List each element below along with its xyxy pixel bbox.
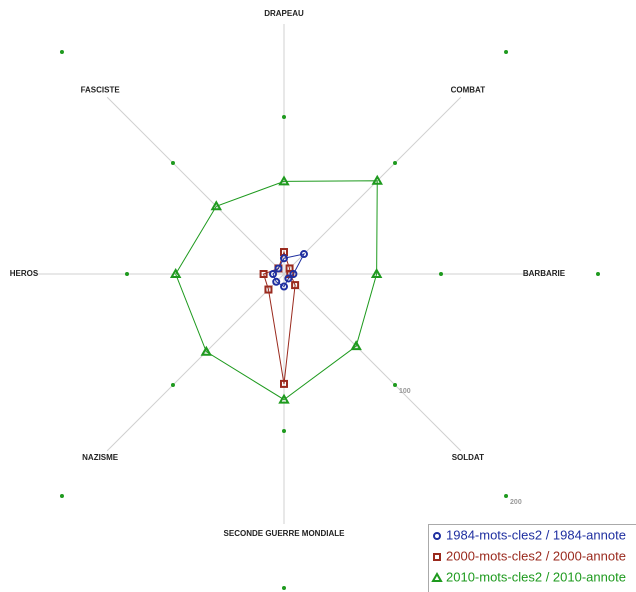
grid-dot bbox=[393, 383, 398, 388]
marker bbox=[433, 553, 441, 561]
series bbox=[169, 174, 383, 404]
marker bbox=[350, 340, 362, 351]
legend: 1984-mots-cles2 / 1984-annote 2000-mots-c… bbox=[428, 524, 636, 592]
axis-label: SECONDE GUERRE MONDIALE bbox=[224, 529, 346, 538]
marker bbox=[278, 175, 290, 186]
marker bbox=[200, 345, 213, 356]
legend-box bbox=[428, 524, 636, 592]
marker bbox=[284, 274, 293, 283]
r-tick-label: 200 bbox=[510, 499, 522, 506]
grid-dot bbox=[393, 160, 398, 165]
grid-dot bbox=[125, 272, 129, 276]
axis-line bbox=[283, 273, 462, 452]
marker bbox=[274, 264, 283, 273]
marker bbox=[433, 532, 441, 540]
marker bbox=[280, 379, 288, 388]
marker bbox=[169, 267, 182, 278]
axis-label: SOLDAT bbox=[452, 453, 484, 462]
marker bbox=[259, 270, 268, 278]
grid-dot bbox=[170, 383, 175, 388]
axis-line bbox=[106, 96, 285, 275]
grid-dot bbox=[59, 494, 64, 499]
r-tick-label: 100 bbox=[399, 388, 411, 395]
marker bbox=[431, 571, 443, 582]
legend-label: 2000-mots-cles2 / 2000-annote bbox=[446, 548, 626, 563]
series bbox=[269, 250, 308, 291]
axis-label: BARBARIE bbox=[523, 269, 566, 278]
axis-label: COMBAT bbox=[451, 85, 486, 94]
axis-label: NAZISME bbox=[82, 453, 119, 462]
grid-dot bbox=[59, 49, 64, 54]
marker bbox=[370, 267, 383, 278]
grid-dot bbox=[504, 49, 509, 54]
marker bbox=[264, 285, 273, 294]
axis-line bbox=[106, 273, 285, 452]
marker bbox=[278, 393, 290, 404]
grid-dot bbox=[596, 272, 600, 276]
grid-dot bbox=[504, 494, 509, 499]
series-line bbox=[175, 180, 378, 401]
marker bbox=[269, 270, 278, 278]
grid-dot bbox=[170, 160, 175, 165]
marker bbox=[280, 282, 288, 291]
marker bbox=[272, 277, 281, 286]
grid-dot bbox=[282, 115, 286, 119]
marker bbox=[291, 281, 300, 290]
marker bbox=[299, 250, 308, 259]
axis-label: DRAPEAU bbox=[264, 9, 304, 18]
grid-dot bbox=[282, 429, 286, 433]
marker bbox=[280, 254, 288, 263]
axis-label: HEROS bbox=[10, 269, 39, 278]
legend-label: 2010-mots-cles2 / 2010-annote bbox=[446, 569, 626, 584]
legend-label: 1984-mots-cles2 / 1984-annote bbox=[446, 527, 626, 542]
grid-dot bbox=[439, 272, 443, 276]
grid-dot bbox=[282, 586, 286, 590]
marker bbox=[210, 200, 223, 211]
marker bbox=[289, 270, 298, 278]
axis-line bbox=[283, 96, 462, 275]
marker bbox=[371, 174, 383, 185]
axis-label: FASCISTE bbox=[81, 85, 121, 94]
